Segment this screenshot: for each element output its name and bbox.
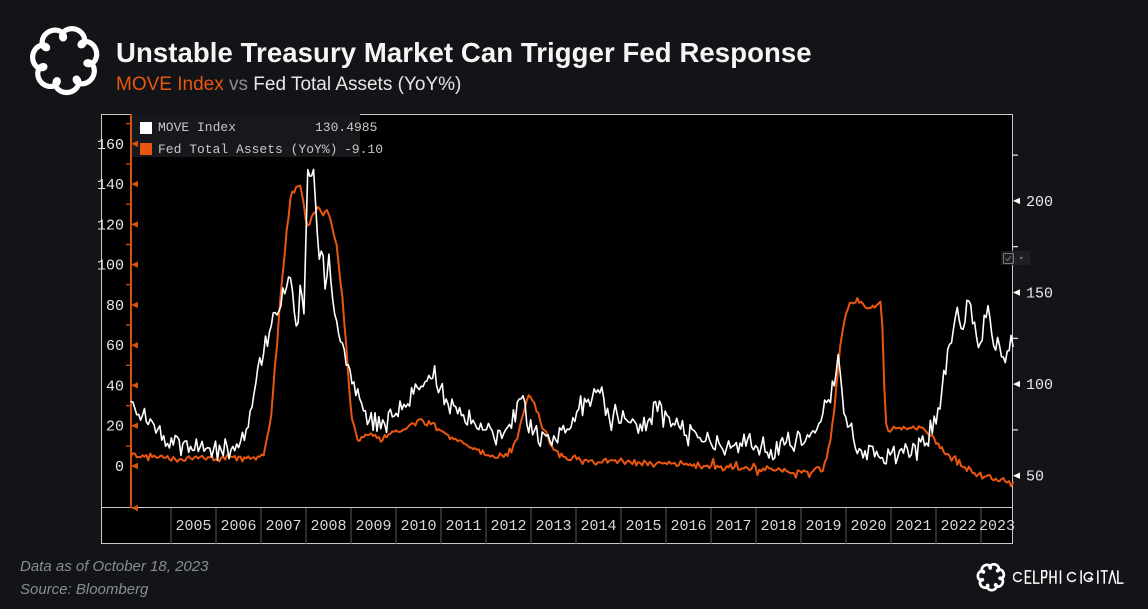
svg-text:50: 50 bbox=[1026, 469, 1044, 486]
svg-text:150: 150 bbox=[1026, 286, 1053, 303]
svg-text:200: 200 bbox=[1026, 194, 1053, 211]
svg-text:100: 100 bbox=[1026, 377, 1053, 394]
